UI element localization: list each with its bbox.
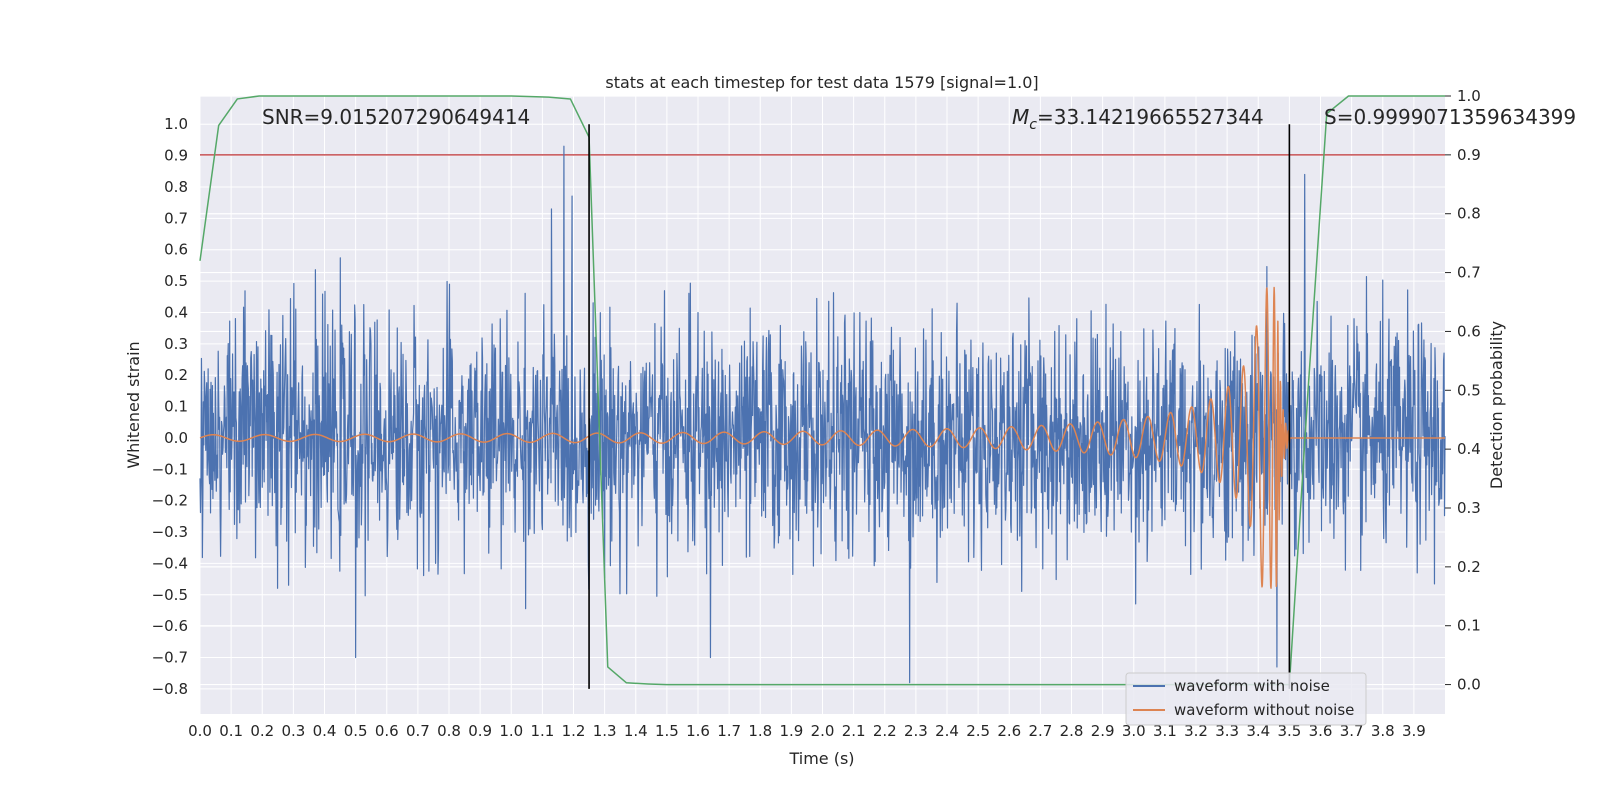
y2-tick-label: 0.9	[1457, 146, 1481, 164]
x-tick-label: 2.9	[1091, 722, 1115, 740]
x-tick-label: 2.5	[966, 722, 990, 740]
x-tick-label: 0.0	[188, 722, 212, 740]
y-tick-label: −0.5	[152, 586, 188, 604]
legend-label-noise: waveform with noise	[1174, 677, 1330, 695]
y-tick-label: −0.4	[152, 554, 188, 572]
x-tick-label: 1.3	[593, 722, 617, 740]
x-tick-label: 3.9	[1402, 722, 1426, 740]
series-layer	[199, 95, 1446, 686]
y-tick-label: 0.5	[164, 272, 188, 290]
x-tick-label: 2.1	[842, 722, 866, 740]
x-tick-label: 3.4	[1246, 722, 1270, 740]
y-tick-label: −0.2	[152, 492, 188, 510]
y-tick-label: 0.8	[164, 178, 188, 196]
x-tick-label: 2.3	[904, 722, 928, 740]
series-waveform-without-noise	[199, 286, 1446, 589]
y2-tick-label: 0.7	[1457, 264, 1481, 282]
y-tick-label: −0.7	[152, 649, 188, 667]
x-tick-label: 1.2	[562, 722, 586, 740]
y-tick-label: −0.1	[152, 460, 188, 478]
vertical-lines	[588, 124, 1291, 689]
x-tick-label: 1.1	[530, 722, 554, 740]
y2-tick-label: 0.5	[1457, 381, 1481, 399]
x-tick-label: 0.8	[437, 722, 461, 740]
snr-annotation: SNR=9.015207290649414	[262, 105, 530, 129]
y-tick-label: 0.0	[164, 429, 188, 447]
y-tick-label: 0.3	[164, 335, 188, 353]
x-tick-label: 0.7	[406, 722, 430, 740]
x-tick-label: 2.4	[935, 722, 959, 740]
y2-tick-label: 0.4	[1457, 440, 1481, 458]
y-tick-label: 1.0	[164, 115, 188, 133]
series-waveform-with-noise	[199, 145, 1446, 684]
x-tick-label: 1.8	[748, 722, 772, 740]
x-tick-label: 0.9	[468, 722, 492, 740]
x-tick-label: 1.5	[655, 722, 679, 740]
x-tick-label: 3.7	[1340, 722, 1364, 740]
x-tick-label: 1.7	[717, 722, 741, 740]
x-tick-label: 0.5	[344, 722, 368, 740]
x-tick-label: 3.8	[1371, 722, 1395, 740]
x-tick-label: 1.4	[624, 722, 648, 740]
y-axis-label: Whitened strain	[124, 341, 143, 468]
x-tick-label: 3.5	[1277, 722, 1301, 740]
y-tick-label: −0.8	[152, 680, 188, 698]
chirp-mass-symbol: M	[1012, 105, 1029, 129]
x-tick-label: 1.6	[686, 722, 710, 740]
x-tick-label: 3.2	[1184, 722, 1208, 740]
y2-tick-label: 0.2	[1457, 558, 1481, 576]
x-tick-label: 0.1	[219, 722, 243, 740]
x-tick-label: 2.2	[873, 722, 897, 740]
x-tick-label: 2.8	[1060, 722, 1084, 740]
x-tick-label: 3.0	[1122, 722, 1146, 740]
x-tick-label: 2.6	[997, 722, 1021, 740]
series-detection-probability	[199, 95, 1445, 686]
y-tick-label: −0.3	[152, 523, 188, 541]
y-tick-label: 0.4	[164, 303, 188, 321]
x-tick-label: 3.1	[1153, 722, 1177, 740]
y-tick-label: −0.6	[152, 617, 188, 635]
y-tick-label: 0.1	[164, 398, 188, 416]
y2-tick-label: 1.0	[1457, 87, 1481, 105]
y2-tick-label: 0.3	[1457, 499, 1481, 517]
y2-tick-label: 0.0	[1457, 676, 1481, 694]
y-tick-label: 0.2	[164, 366, 188, 384]
chirp-mass-subscript: c	[1029, 117, 1037, 133]
x-axis-label: Time (s)	[788, 749, 854, 768]
x-tick-label: 0.4	[313, 722, 337, 740]
chart-title: stats at each timestep for test data 157…	[605, 73, 1038, 92]
x-tick-label: 0.3	[281, 722, 305, 740]
chirp-mass-value: =33.14219665527344	[1037, 105, 1264, 129]
legend-label-clean: waveform without noise	[1174, 701, 1354, 719]
y2-tick-label: 0.1	[1457, 617, 1481, 635]
score-annotation: S=0.9999071359634399	[1324, 105, 1576, 129]
x-tick-label: 2.7	[1028, 722, 1052, 740]
y-tick-label: 0.7	[164, 209, 188, 227]
x-tick-label: 0.2	[250, 722, 274, 740]
legend-box	[1125, 672, 1367, 726]
x-tick-label: 3.6	[1309, 722, 1333, 740]
chirp-mass-annotation: Mc=33.14219665527344	[1012, 105, 1264, 133]
y2-axis-label: Detection probability	[1487, 321, 1506, 489]
x-tick-label: 1.0	[499, 722, 523, 740]
tick-labels: 0.0 0.1 0.2 0.3 0.4 0.5 0.6 0.7 0.8 0.9 1.0 1.1 1.2 1…	[152, 87, 1481, 740]
legend: waveform with noise waveform without noi…	[1125, 672, 1367, 726]
y2-tick-label: 0.6	[1457, 322, 1481, 340]
y2-tick-label: 0.8	[1457, 205, 1481, 223]
x-tick-label: 2.0	[811, 722, 835, 740]
y-tick-label: 0.9	[164, 147, 188, 165]
y-tick-label: 0.6	[164, 241, 188, 259]
x-tick-label: 0.6	[375, 722, 399, 740]
x-tick-label: 3.3	[1215, 722, 1239, 740]
x-tick-label: 1.9	[779, 722, 803, 740]
